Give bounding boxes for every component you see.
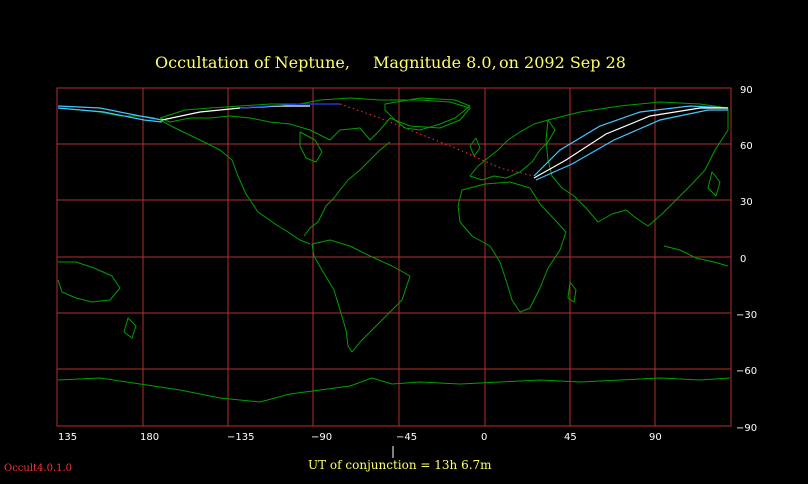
y-tick-30: 30 xyxy=(740,197,753,208)
y-tick-s90: −90 xyxy=(736,423,757,434)
x-tick-w135: −135 xyxy=(227,432,254,443)
coast-new-zealand xyxy=(123,317,137,339)
path-dotted-daylight xyxy=(339,103,535,177)
path-center-west xyxy=(161,105,310,121)
coast-antarctica xyxy=(57,377,731,403)
x-tick-labels: 135 180 −135 −90 −45 0 45 90 xyxy=(58,432,662,443)
y-tick-60: 60 xyxy=(740,141,753,152)
y-tick-s30: −30 xyxy=(736,310,757,321)
conjunction-text: UT of conjunction = 13h 6.7m xyxy=(308,458,492,472)
path-southern-limit-east xyxy=(533,107,728,179)
coast-europe xyxy=(469,119,556,181)
y-tick-0: 0 xyxy=(740,254,746,265)
coast-hudson-bay xyxy=(299,131,323,163)
coast-australia xyxy=(57,261,121,303)
x-tick-w45: −45 xyxy=(396,432,417,443)
x-tick-180: 180 xyxy=(140,432,159,443)
y-tick-s60: −60 xyxy=(736,366,757,377)
coast-madagascar xyxy=(567,281,577,303)
x-tick-0: 0 xyxy=(481,432,487,443)
path-dark-segment xyxy=(239,103,340,109)
path-southern-limit-west xyxy=(57,107,163,123)
x-tick-w90: −90 xyxy=(311,432,332,443)
coast-japan xyxy=(707,171,721,197)
title-part-3: on 2092 Sep 28 xyxy=(499,53,626,72)
x-tick-e45: 45 xyxy=(564,432,577,443)
coast-north-america-west xyxy=(159,119,311,245)
y-tick-90: 90 xyxy=(740,85,753,96)
coast-greenland xyxy=(384,97,471,131)
y-tick-labels: 90 60 30 0 −30 −60 −90 xyxy=(736,85,757,434)
title-part-2: Magnitude 8.0, xyxy=(373,53,497,72)
version-label: Occult4.0.1.0 xyxy=(4,463,72,474)
path-inner-limit-east xyxy=(535,109,728,181)
coast-north-america-east xyxy=(303,141,391,237)
coast-britain xyxy=(469,137,481,157)
path-northern-limit-west xyxy=(57,105,163,121)
coast-africa xyxy=(457,181,567,313)
coast-asia xyxy=(545,101,729,227)
path-northern-limit-east xyxy=(533,105,729,177)
coast-south-america xyxy=(311,239,411,353)
title-part-1: Occultation of Neptune, xyxy=(155,53,350,72)
occultation-paths xyxy=(57,103,729,181)
coast-indonesia xyxy=(663,245,729,267)
x-tick-e90: 90 xyxy=(649,432,662,443)
x-tick-135: 135 xyxy=(58,432,77,443)
graticule xyxy=(57,88,731,426)
